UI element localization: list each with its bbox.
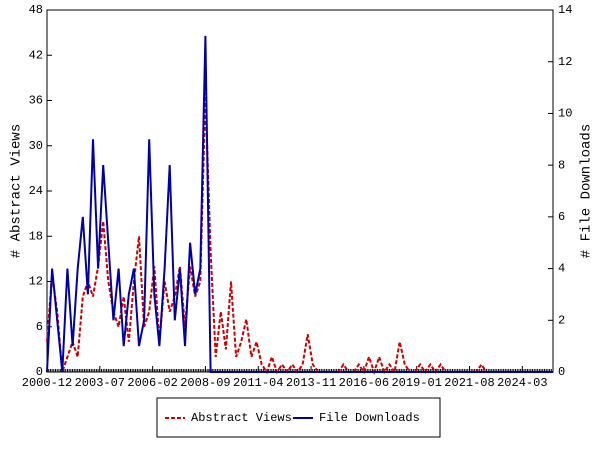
y2-tick-label: 6 (558, 210, 565, 224)
y-tick-label: 0 (36, 365, 43, 379)
y2-axis-title: # File Downloads (579, 124, 595, 258)
y-tick-label: 48 (29, 3, 43, 17)
y2-tick-label: 14 (558, 3, 572, 17)
x-tick-label: 2000-12 (22, 376, 72, 390)
legend-label: File Downloads (319, 411, 420, 425)
legend-label: Abstract Views (191, 411, 292, 425)
y-axis-title: # Abstract Views (9, 124, 25, 258)
y2-tick-label: 4 (558, 262, 565, 276)
y2-tick-label: 12 (558, 55, 572, 69)
x-tick-label: 2019-01 (391, 376, 441, 390)
x-tick-label: 2024-03 (497, 376, 547, 390)
y-tick-label: 42 (29, 48, 43, 62)
y-tick-label: 18 (29, 229, 43, 243)
y2-tick-label: 2 (558, 313, 565, 327)
y-tick-label: 6 (36, 320, 43, 334)
x-tick-label: 2011-04 (233, 376, 283, 390)
y-tick-label: 36 (29, 94, 43, 108)
series-line (46, 35, 553, 373)
x-tick-label: 2016-06 (339, 376, 389, 390)
x-tick-label: 2003-07 (75, 376, 125, 390)
y-tick-label: 24 (29, 184, 43, 198)
x-tick-label: 2021-08 (444, 376, 494, 390)
y2-tick-label: 0 (558, 365, 565, 379)
y-tick-label: 12 (29, 275, 43, 289)
y2-tick-label: 10 (558, 107, 572, 121)
x-tick-label: 2008-09 (180, 376, 230, 390)
y-tick-label: 30 (29, 139, 43, 153)
y2-tick-label: 8 (558, 158, 565, 172)
x-tick-label: 2013-11 (286, 376, 336, 390)
series-line (46, 92, 553, 376)
x-tick-label: 2006-02 (127, 376, 177, 390)
plot-area (46, 9, 554, 373)
